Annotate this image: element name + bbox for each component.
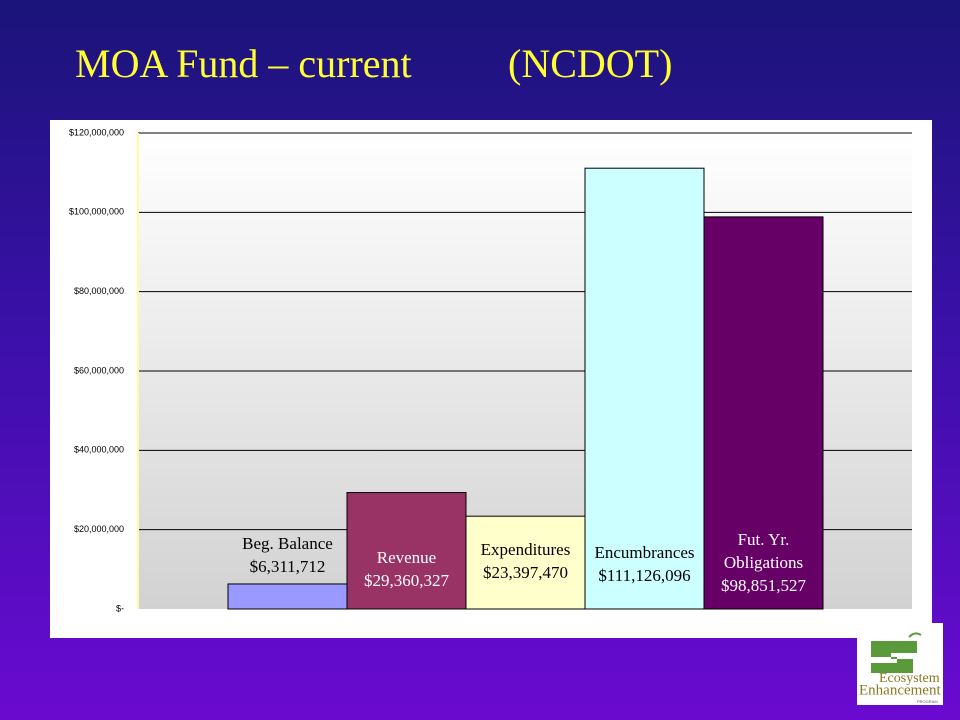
bar [584,167,705,610]
logo-graphic: Ecosystem Enhancement PROGRAM [859,632,941,704]
y-tick-label: $80,000,000 [74,286,124,296]
y-tick-label: $40,000,000 [74,445,124,455]
bar-value-label: $29,360,327 [364,571,449,590]
y-tick-label: $100,000,000 [69,207,124,217]
slide-title: MOA Fund – current [75,41,412,86]
bar-value-label: $111,126,096 [598,566,691,585]
bar [465,515,586,610]
logo-text: Enhancement [859,682,941,698]
bar-category-label: Revenue [376,548,437,567]
bar-category-label: Fut. Yr. Obligations [723,530,804,572]
bar [227,583,348,610]
bar [346,492,467,610]
y-tick-label: $120,000,000 [69,127,124,137]
logo-text: PROGRAM [917,699,938,704]
bar [703,216,824,610]
y-tick-label: $20,000,000 [74,524,124,534]
bar-value-label: $98,851,527 [721,576,806,595]
y-tick-label: $- [116,603,124,613]
bar-category-label: Expenditures [480,540,571,559]
bar-value-label: $6,311,712 [249,557,326,576]
logo: Ecosystem Enhancement PROGRAM [857,623,943,705]
title-note: (NCDOT) [508,41,673,86]
y-tick-label: $60,000,000 [74,365,124,375]
bar-value-label: $23,397,470 [483,563,568,582]
logo-text: Ecosystem [879,671,940,686]
bar-category-label: Encumbrances [594,543,695,562]
bar-category-label: Beg. Balance [242,534,333,553]
